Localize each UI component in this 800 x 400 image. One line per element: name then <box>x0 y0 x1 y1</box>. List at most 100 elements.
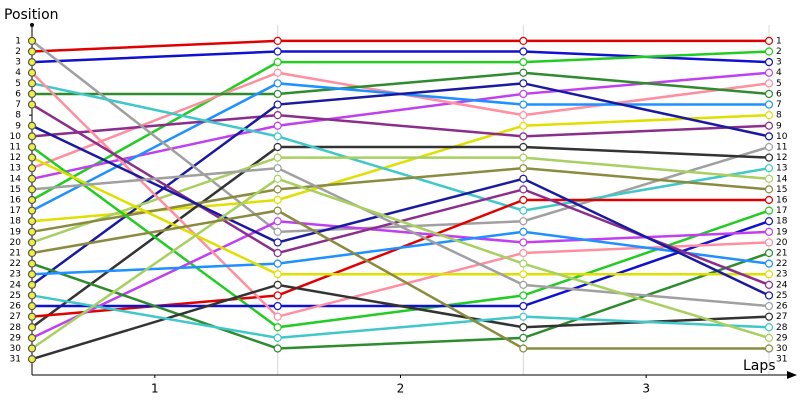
position-marker <box>273 121 282 130</box>
position-line <box>31 166 770 308</box>
position-marker <box>273 111 282 120</box>
position-marker <box>273 259 282 268</box>
y-tick-label-right: 21 <box>776 249 787 259</box>
y-tick-label: 15 <box>10 185 21 195</box>
y-tick-label-right: 20 <box>776 238 788 248</box>
position-marker <box>519 174 528 183</box>
position-line <box>31 294 770 340</box>
y-tick-label-right: 8 <box>776 111 782 121</box>
position-marker <box>764 291 774 300</box>
position-marker <box>27 280 37 289</box>
y-tick-label-right: 6 <box>776 89 782 99</box>
position-marker <box>764 323 774 332</box>
position-line <box>31 39 769 53</box>
position-marker <box>519 206 528 215</box>
position-marker <box>273 301 282 311</box>
position-marker <box>519 79 528 88</box>
y-tick-label: 1 <box>15 36 21 46</box>
y-tick-label-right: 7 <box>776 100 782 110</box>
x-tick-label: 1 <box>151 382 159 396</box>
position-marker <box>519 58 528 67</box>
position-marker <box>519 111 528 120</box>
position-marker <box>273 47 282 56</box>
position-marker <box>764 174 774 183</box>
position-marker <box>27 312 37 321</box>
position-marker <box>27 195 37 205</box>
position-marker <box>764 79 774 88</box>
y-tick-label: 26 <box>10 302 22 312</box>
position-marker <box>273 248 282 258</box>
position-marker <box>764 238 774 247</box>
position-marker <box>273 344 282 353</box>
y-tick-label-right: 17 <box>776 206 787 216</box>
position-marker <box>764 206 774 215</box>
position-marker <box>27 248 37 258</box>
position-marker <box>27 301 37 311</box>
position-marker <box>519 227 528 236</box>
y-tick-label-right: 29 <box>776 333 788 343</box>
y-tick-label: 18 <box>10 217 22 227</box>
position-marker <box>764 227 774 236</box>
position-marker <box>273 280 282 289</box>
position-marker <box>519 270 528 279</box>
position-marker <box>27 132 37 141</box>
y-tick-label: 8 <box>15 111 21 121</box>
position-marker <box>519 344 528 353</box>
y-tick-label-right: 26 <box>776 302 788 312</box>
position-marker <box>519 100 528 109</box>
y-tick-label: 25 <box>10 291 21 301</box>
position-marker <box>273 291 282 300</box>
y-tick-label: 6 <box>15 89 21 99</box>
y-tick-label: 4 <box>15 68 21 78</box>
position-marker <box>27 174 37 183</box>
position-marker <box>273 153 282 162</box>
position-line <box>31 230 770 276</box>
position-marker <box>27 142 37 152</box>
position-marker <box>519 185 528 194</box>
y-tick-label-right: 31 <box>776 355 787 365</box>
position-line <box>31 209 769 350</box>
position-marker <box>519 333 528 342</box>
position-line <box>31 166 770 234</box>
position-marker <box>764 68 774 77</box>
position-marker <box>519 291 528 300</box>
position-marker <box>519 132 528 141</box>
position-marker <box>764 185 774 194</box>
y-tick-label: 11 <box>10 142 21 152</box>
y-tick-label-right: 1 <box>776 36 782 46</box>
position-marker <box>519 259 528 268</box>
position-marker <box>764 89 774 99</box>
position-marker <box>764 121 774 130</box>
y-tick-label: 30 <box>10 344 22 354</box>
position-marker <box>27 58 37 67</box>
position-marker <box>519 280 528 289</box>
x-axis-arrow <box>787 371 797 379</box>
position-marker <box>27 291 37 300</box>
position-marker <box>27 100 37 109</box>
position-marker <box>764 270 774 279</box>
position-marker <box>764 312 774 321</box>
position-line <box>31 124 770 297</box>
position-marker <box>27 79 37 88</box>
position-line <box>31 145 770 329</box>
x-axis-label: Laps <box>743 358 776 374</box>
position-marker <box>273 238 282 247</box>
y-tick-label-right: 10 <box>776 132 788 142</box>
position-marker <box>764 111 774 120</box>
position-marker <box>764 248 774 258</box>
y-tick-label-right: 14 <box>776 174 788 184</box>
y-tick-label-right: 23 <box>776 270 787 280</box>
position-marker <box>764 132 774 141</box>
y-tick-label: 19 <box>10 227 22 237</box>
y-tick-label: 27 <box>10 312 21 322</box>
position-marker <box>764 301 774 311</box>
position-marker <box>273 195 282 205</box>
position-line <box>31 177 770 350</box>
y-tick-label: 10 <box>10 132 22 142</box>
y-tick-label: 12 <box>10 153 21 163</box>
position-marker <box>764 164 774 173</box>
position-marker <box>519 217 528 226</box>
y-tick-label-right: 30 <box>776 344 788 354</box>
position-marker <box>273 270 282 279</box>
position-marker <box>27 217 37 226</box>
